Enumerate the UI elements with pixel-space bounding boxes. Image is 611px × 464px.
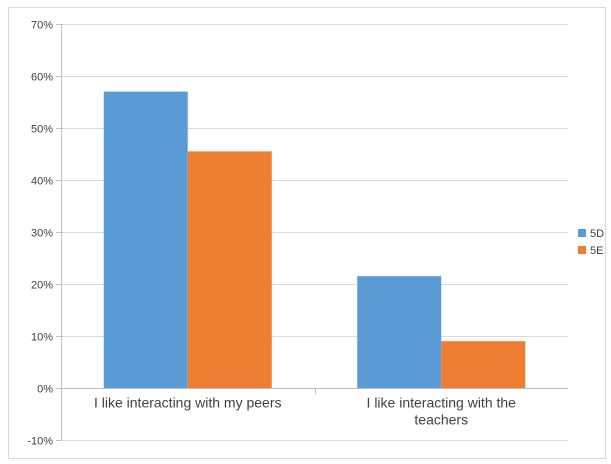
y-tick-label: 60%	[31, 72, 53, 84]
y-tick-label: 0%	[37, 384, 53, 396]
legend-swatch-5d	[578, 229, 586, 237]
y-tick-label: 30%	[31, 228, 53, 240]
bar-5d-1	[103, 91, 188, 388]
legend-label-5e: 5E	[590, 245, 603, 257]
y-tick-label: 70%	[31, 20, 53, 32]
x-category-label: I like interacting with my peers	[94, 395, 282, 411]
legend-label-5d: 5D	[590, 228, 604, 240]
legend-swatch-5e	[578, 246, 586, 254]
bar-5e-1	[187, 151, 272, 388]
x-category-label: I like interacting with the teachers	[367, 395, 517, 428]
y-tick-label: 50%	[31, 124, 53, 136]
y-tick-label: 20%	[31, 280, 53, 292]
bar-5e-2	[441, 341, 526, 388]
bar-5d-2	[357, 276, 442, 388]
y-tick-label: 10%	[31, 332, 53, 344]
y-tick-label: 40%	[31, 176, 53, 188]
y-tick-label: -10%	[27, 436, 53, 448]
